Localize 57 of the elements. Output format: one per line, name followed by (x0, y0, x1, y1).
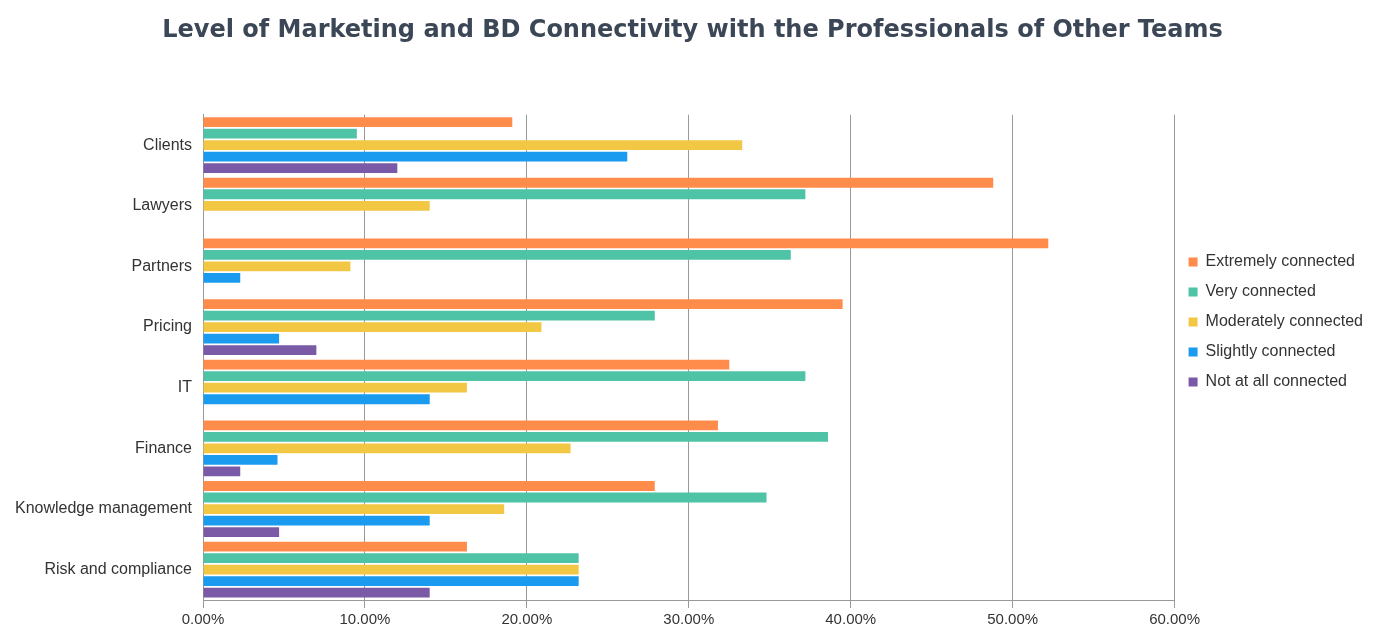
bar (203, 371, 806, 382)
x-tick-label: 30.00% (663, 610, 715, 628)
bar (203, 431, 829, 442)
bar (203, 250, 791, 260)
bar (203, 273, 241, 283)
bar (203, 177, 994, 188)
bar (203, 564, 579, 575)
x-tick-label: 0.00% (181, 610, 225, 628)
bar (203, 238, 1049, 249)
y-tick-label: Finance (135, 438, 193, 456)
bar (203, 333, 280, 344)
y-tick-label: Knowledge management (14, 499, 193, 517)
legend-label: Very connected (1205, 282, 1316, 300)
x-tick-label: 10.00% (339, 610, 391, 628)
bar (203, 466, 241, 477)
y-tick-label: Lawyers (132, 196, 193, 214)
x-tick-label: 60.00% (1149, 610, 1201, 628)
bar (203, 128, 357, 139)
bar (203, 504, 505, 514)
bar (203, 541, 467, 552)
bar (203, 163, 398, 174)
bar (203, 553, 579, 564)
bar (203, 481, 655, 491)
bar (203, 117, 513, 127)
bar (203, 527, 280, 537)
bar (203, 382, 467, 393)
bar (203, 299, 843, 309)
bar (203, 151, 628, 162)
bar (203, 189, 806, 200)
chart-title: Level of Marketing and BD Connectivity with the Professionals of Other Teams (162, 14, 1223, 43)
bar (203, 310, 655, 321)
bar (203, 140, 743, 151)
bar (203, 322, 542, 332)
legend-label: Not at all connected (1205, 372, 1347, 390)
bar (203, 420, 718, 431)
y-tick-label: Partners (131, 256, 193, 274)
legend-label: Slightly connected (1205, 342, 1336, 360)
bar (203, 345, 317, 356)
bar (203, 515, 430, 526)
y-tick-label: Clients (143, 135, 193, 153)
x-tick-label: 40.00% (825, 610, 877, 628)
bar (203, 394, 430, 405)
bar (203, 455, 278, 465)
bar (203, 200, 430, 211)
y-tick-label: IT (177, 378, 193, 396)
legend-label: Extremely connected (1205, 252, 1355, 270)
y-tick-label: Pricing (143, 317, 193, 335)
bar (203, 587, 430, 598)
x-tick-label: 50.00% (987, 610, 1039, 628)
x-tick-label: 20.00% (501, 610, 553, 628)
bar (203, 359, 730, 370)
bar (203, 576, 579, 587)
y-tick-label: Risk and compliance (44, 560, 193, 578)
bar (203, 443, 571, 454)
legend-label: Moderately connected (1205, 312, 1364, 330)
bar (203, 492, 767, 503)
bar (203, 261, 351, 272)
